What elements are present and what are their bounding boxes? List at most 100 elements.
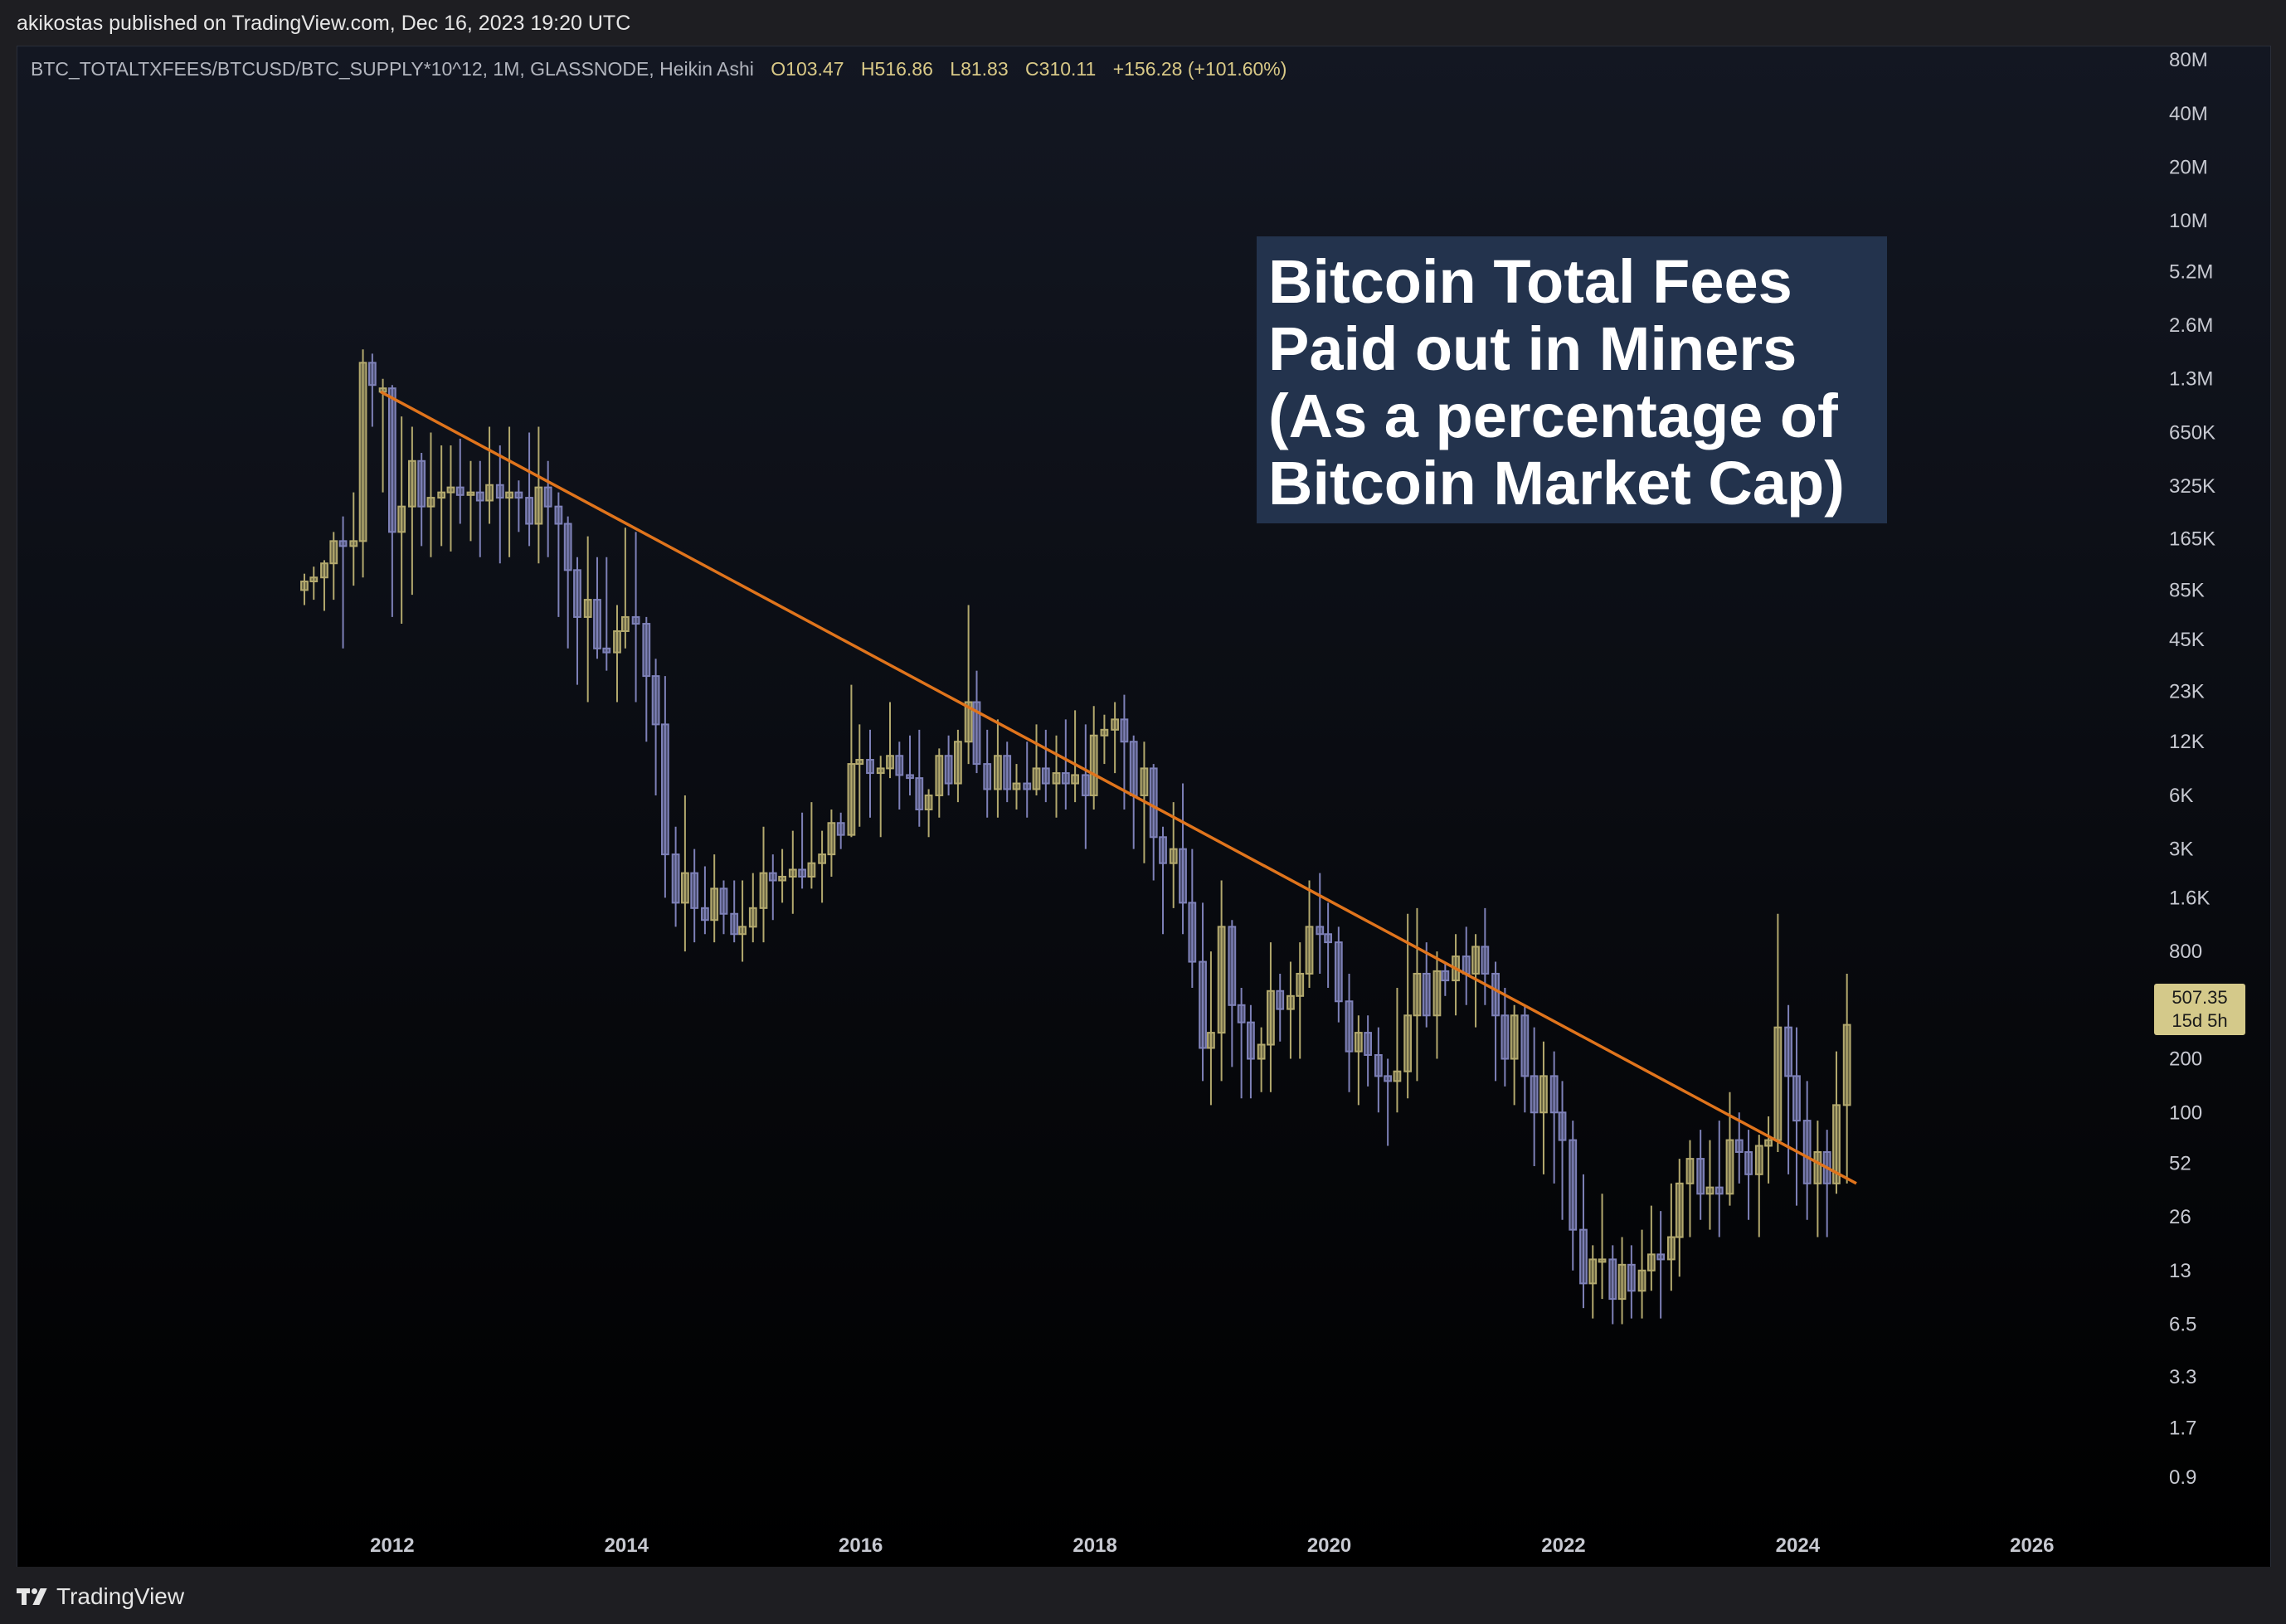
published-info: akikostas published on TradingView.com, … — [17, 12, 631, 35]
candle-body — [1188, 902, 1197, 963]
candle-body — [446, 486, 455, 494]
symbol-name[interactable]: BTC_TOTALTXFEES/BTCUSD/BTC_SUPPLY*10^12,… — [31, 58, 754, 80]
y-tick-label: 5.2M — [2169, 260, 2213, 283]
bar-countdown: 15d 5h — [2172, 1010, 2228, 1031]
candle-body — [407, 459, 416, 508]
x-tick-label: 2020 — [1307, 1534, 1351, 1557]
candle-body — [1089, 734, 1098, 796]
candle-body — [788, 868, 797, 878]
x-tick-label: 2024 — [1776, 1534, 1821, 1557]
y-tick-label: 3K — [2169, 839, 2193, 861]
chart-frame[interactable]: 80M 40M 20M 10M 5.2M 2.6M 1.3M 650K 325K 165K 85K 4… — [17, 46, 2271, 1568]
x-tick-label: 2026 — [2010, 1534, 2054, 1557]
low-label: L — [950, 58, 961, 80]
y-tick-label: 26 — [2169, 1206, 2191, 1228]
candle-body — [1003, 755, 1012, 790]
candle-body — [827, 822, 836, 856]
y-tick-label: 2.6M — [2169, 314, 2213, 337]
candle-body — [1286, 994, 1295, 1010]
y-tick-label: 800 — [2169, 941, 2202, 963]
open-label: O — [771, 58, 786, 80]
candle-body — [1403, 1014, 1413, 1072]
candle-body — [495, 484, 504, 499]
high-label: H — [860, 58, 875, 80]
candle-body — [1792, 1075, 1801, 1122]
candle-body — [1646, 1253, 1656, 1271]
candle-body — [1247, 1021, 1255, 1060]
candle-body — [1598, 1258, 1607, 1263]
candle-body — [730, 912, 739, 936]
candle-body — [944, 755, 953, 785]
candle-body — [1569, 1139, 1578, 1231]
y-tick-label: 10M — [2169, 210, 2208, 232]
chart-svg[interactable]: 80M 40M 20M 10M 5.2M 2.6M 1.3M 650K 325K 165K 85K 4… — [17, 46, 2270, 1568]
candle-body — [759, 872, 768, 909]
x-tick-label: 2016 — [839, 1534, 883, 1557]
candle-body — [514, 491, 523, 499]
x-tick-label: 2014 — [605, 1534, 649, 1557]
candle-body — [748, 907, 757, 928]
candle-body — [1725, 1139, 1734, 1195]
candle-body — [1384, 1075, 1393, 1082]
candle-body — [329, 540, 338, 565]
candle-body — [855, 759, 864, 766]
y-tick-label: 45K — [2169, 629, 2205, 651]
y-tick-label: 13 — [2169, 1260, 2191, 1282]
y-tick-label: 1.3M — [2169, 368, 2213, 391]
candle-body — [768, 872, 777, 882]
annotation-box[interactable]: Bitcoin Total Fees Paid out in Miners (A… — [1257, 236, 1887, 523]
candle-body — [1159, 836, 1167, 864]
candle-body — [1111, 718, 1120, 731]
candle-body — [994, 755, 1002, 790]
candle-body — [387, 387, 396, 533]
candle-body — [1149, 767, 1158, 839]
top-bar: akikostas published on TradingView.com, … — [0, 0, 2286, 46]
candle-body — [485, 484, 494, 502]
candle-body — [1500, 1014, 1510, 1060]
candle-body — [1842, 1024, 1851, 1106]
candle-body — [661, 723, 669, 856]
y-tick-label: 650K — [2169, 421, 2215, 444]
candle-body — [358, 362, 367, 542]
candle-body — [1071, 774, 1079, 785]
y-tick-label: 1.7 — [2169, 1417, 2196, 1440]
candle-body — [1324, 933, 1333, 944]
candle-body — [1637, 1269, 1646, 1292]
candle-body — [1520, 1014, 1530, 1077]
candle-body — [349, 540, 358, 547]
y-tick-label: 6K — [2169, 785, 2193, 807]
tradingview-logo[interactable]: TradingView — [17, 1583, 184, 1610]
y-tick-label: 200 — [2169, 1048, 2202, 1071]
y-tick-label: 12K — [2169, 731, 2205, 753]
open-value: 103.47 — [786, 58, 844, 80]
candle-body — [1813, 1150, 1822, 1184]
candle-body — [1539, 1075, 1548, 1114]
candle-body — [847, 763, 856, 836]
candle-body — [1140, 767, 1149, 796]
candle-body — [593, 599, 601, 649]
candle-body — [1199, 960, 1207, 1049]
candle-body — [1334, 941, 1343, 1003]
candle-body — [1462, 955, 1471, 975]
candle-body — [475, 491, 484, 502]
candle-body — [983, 763, 992, 790]
candle-body — [710, 887, 719, 921]
candle-body — [1169, 848, 1178, 864]
candle-body — [620, 615, 630, 632]
candle-body — [1228, 926, 1237, 1006]
annotation-line-2: Paid out in Miners — [1268, 314, 1797, 383]
candle-body — [1120, 718, 1129, 743]
candle-body — [631, 615, 640, 625]
candle-body — [954, 741, 962, 785]
change-value: +156.28 (+101.60%) — [1112, 58, 1287, 80]
candle-body — [1305, 926, 1314, 975]
annotation-line-3: (As a percentage of — [1268, 382, 1838, 450]
candle-body — [1491, 972, 1500, 1017]
candle-body — [397, 505, 406, 533]
candle-body — [1207, 1032, 1215, 1049]
candle-body — [534, 486, 543, 525]
candle-body — [1608, 1258, 1617, 1301]
candle-body — [1510, 1014, 1519, 1060]
candle-body — [543, 486, 552, 508]
y-tick-label: 1.6K — [2169, 887, 2210, 909]
